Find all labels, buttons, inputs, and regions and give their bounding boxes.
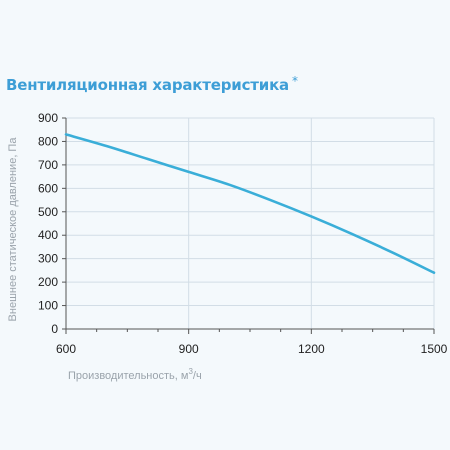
x-axis-label: Производительность, м3/ч xyxy=(68,367,202,382)
tick-label-layer: 0 100 200 300 400 500 600 700 800 900 600 900 1200 15… xyxy=(38,111,448,356)
x-axis-label-superscript: 3 xyxy=(188,367,193,376)
x-axis-label-text: Производительность, м xyxy=(68,370,188,382)
x-tick-label: 900 xyxy=(179,342,199,356)
chart-title-text: Вентиляционная характеристика xyxy=(6,76,289,94)
y-tick-label: 800 xyxy=(38,134,58,148)
y-tick-label: 300 xyxy=(38,252,58,266)
y-tick-label: 900 xyxy=(38,111,58,125)
y-tick-label: 100 xyxy=(38,299,58,313)
axis-layer xyxy=(62,117,435,334)
y-axis-label: Внешнее статическое давление, Па xyxy=(7,137,19,322)
grid-layer xyxy=(66,117,435,329)
y-tick-label: 400 xyxy=(38,228,58,242)
pressure-curve xyxy=(64,133,436,275)
y-tick-label: 500 xyxy=(38,205,58,219)
y-tick-label: 600 xyxy=(38,181,58,195)
x-tick-label: 1500 xyxy=(421,342,448,356)
x-tick-label: 600 xyxy=(56,342,76,356)
x-tick-label: 1200 xyxy=(298,342,325,356)
y-tick-label: 700 xyxy=(38,158,58,172)
chart-title: Вентиляционная характеристика * xyxy=(6,74,298,94)
y-tick-label: 0 xyxy=(51,322,58,336)
y-tick-label: 200 xyxy=(38,275,58,289)
series-layer xyxy=(64,133,436,275)
x-axis-label-suffix: /ч xyxy=(193,370,202,382)
chart-title-asterisk: * xyxy=(291,74,298,88)
